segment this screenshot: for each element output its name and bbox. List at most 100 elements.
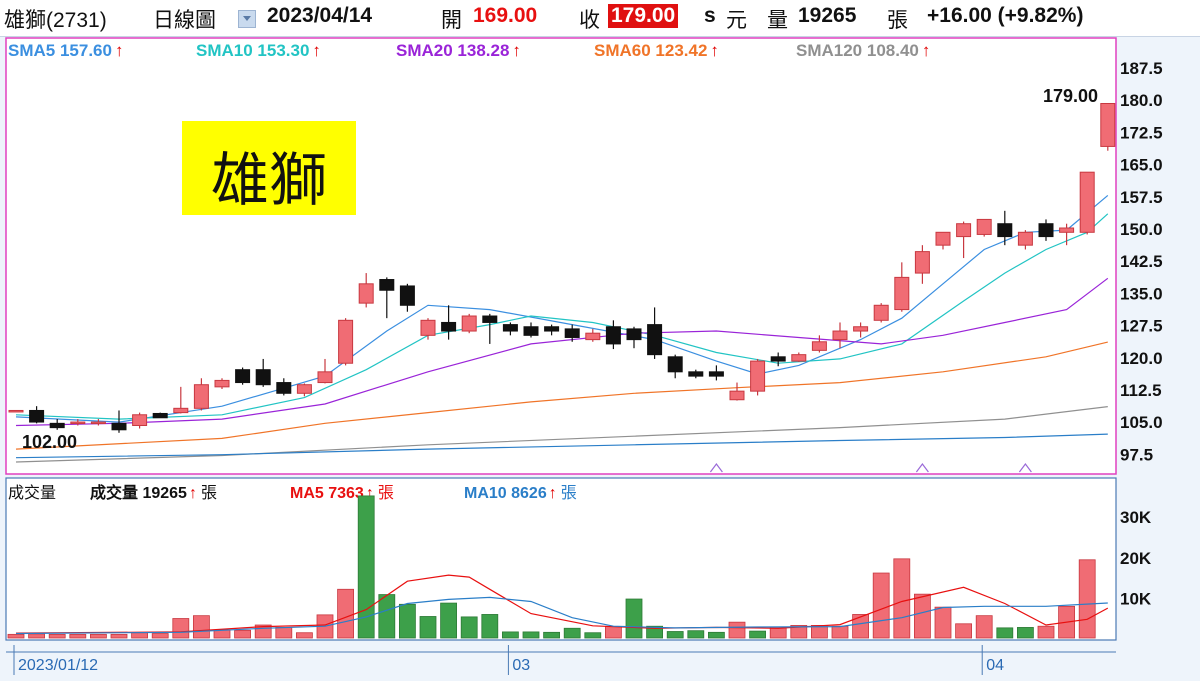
candle-body [1038,223,1054,238]
volume-bar [501,631,519,639]
candle-body [853,326,869,332]
candle-body [544,326,560,332]
volume-bar [28,633,46,639]
legend-up-arrow: ↑ [312,41,321,60]
ma-line-sma60 [15,341,1108,450]
volume-label: 量 [767,9,788,32]
candle-body [997,223,1013,238]
legend-up-arrow: ↑ [366,485,374,502]
candle-body [729,390,745,401]
candle-body [70,421,86,425]
volume-legend-ma5: MA5 7363 [290,485,364,502]
candle-body [255,369,271,386]
candle-body [605,326,621,345]
volume-legend-value: 成交量 19265 [90,483,187,502]
candle-body [8,409,24,413]
volume-bar [975,615,993,639]
open-price: 169.00 [473,4,538,27]
legend-up-arrow: ↑ [189,485,197,502]
unit-zhang: 張 [887,9,908,32]
candle-body [832,330,848,341]
volume-bar [584,632,602,639]
volume-bar [666,631,684,639]
candle-body [770,356,786,362]
legend-sma60: SMA60 123.42 [594,41,707,60]
candle-body [379,279,395,291]
price-tick-label: 120.0 [1120,349,1163,368]
ma-line-sma5 [15,194,1109,423]
unit-yuan: 元 [726,9,747,32]
stock-name: 雄獅(2731) [4,9,107,32]
volume-bar [48,633,66,639]
volume-bar [275,627,293,639]
price-tick-label: 142.5 [1120,252,1163,271]
volume-bar [69,633,87,639]
volume-bar [7,633,25,639]
volume-bar [440,602,458,639]
close-label: 收 [579,9,600,32]
volume-tick-label: 30K [1120,508,1152,527]
candle-body [399,285,415,306]
legend-up-arrow: ↑ [115,41,124,60]
volume-bar [172,618,190,639]
volume-bar [934,606,952,639]
price-tick-label: 157.5 [1120,188,1163,207]
candle-body [667,356,683,373]
volume-ma-ma10 [15,596,1108,635]
candle-body [935,231,951,246]
volume-bar [90,633,107,639]
price-plot-area [6,38,1116,474]
volume-tick-label: 20K [1120,549,1152,568]
candle-body [708,371,724,377]
volume-legend-ma10-unit: 張 [561,485,577,502]
quote-date: 2023/04/14 [267,4,373,27]
candle-body [235,369,251,384]
price-tick-label: 105.0 [1120,413,1163,432]
candle-body [1079,171,1095,233]
volume-bar [419,616,437,639]
price-tick-label: 112.5 [1120,381,1162,400]
volume-value: 19265 [798,4,857,27]
price-panel-border [5,37,1117,475]
volume-bar [955,623,972,639]
volume-bar [605,626,622,639]
candle-body [441,321,457,332]
volume-bar [563,627,581,639]
candle-body [873,304,889,321]
price-tick-label: 127.5 [1120,317,1163,336]
candle-body [420,319,436,336]
candle-body [688,371,704,377]
volume-bar [295,632,313,639]
candle-body [461,315,477,332]
candle-body [482,315,498,323]
volume-bar [1078,559,1096,639]
quote-header: 雄獅(2731) 日線圖 2023/04/14 開 169.00 收 179.0… [0,0,1200,37]
volume-bar [110,633,128,639]
volume-bar [522,631,540,639]
volume-bar [790,625,808,639]
price-tick-label: 187.5 [1120,59,1163,78]
candle-body [585,332,601,341]
candle-body [317,371,333,384]
volume-bar [749,630,766,639]
legend-sma120: SMA120 108.40 [796,41,919,60]
volume-bar [893,558,911,639]
x-axis-label: 04 [986,657,1004,674]
chart-mode-dropdown[interactable] [238,10,256,28]
price-tick-label: 97.5 [1120,445,1153,464]
candle-body [976,218,992,235]
legend-sma5: SMA5 157.60 [8,41,112,60]
signal-marker [915,463,929,473]
candle-body [1059,227,1075,233]
legend-sma10: SMA10 153.30 [196,41,309,60]
candle-body [750,360,766,392]
candle-body [90,421,106,425]
volume-bar [131,632,149,639]
volume-ma-ma5 [15,574,1109,634]
price-tick-label: 150.0 [1120,220,1163,239]
ma-line-extra [15,433,1108,459]
open-label: 開 [441,9,462,32]
x-axis-label: 2023/01/12 [18,657,98,674]
legend-up-arrow: ↑ [710,41,719,60]
